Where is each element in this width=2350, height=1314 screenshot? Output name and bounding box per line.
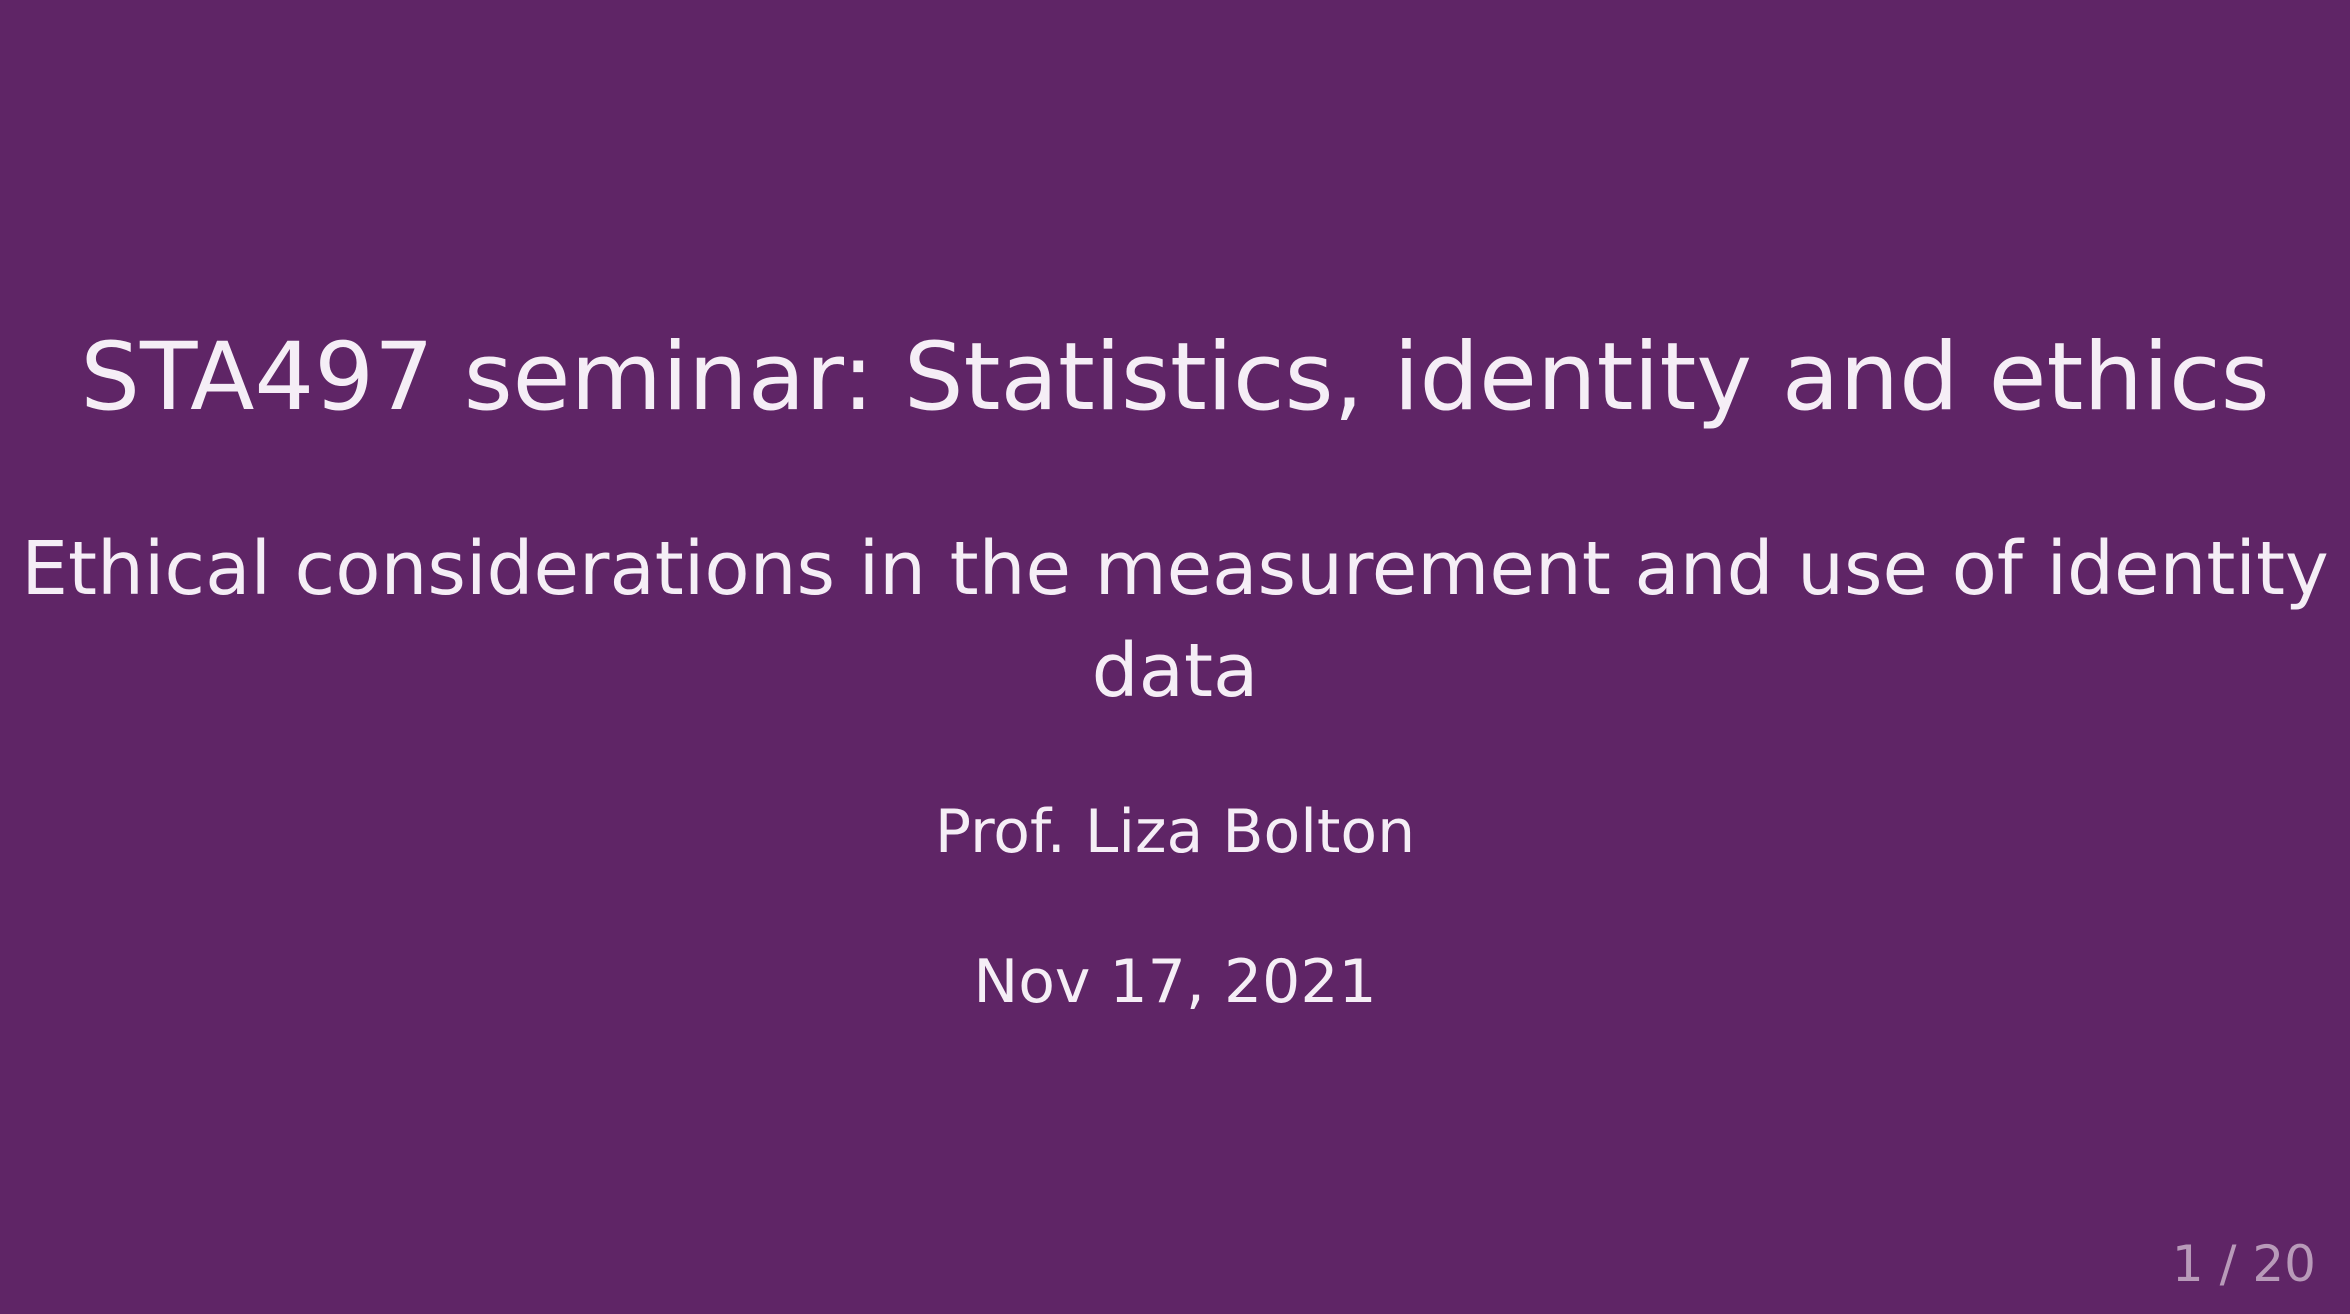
slide-date: Nov 17, 2021 — [973, 947, 1377, 1017]
slide-subtitle: Ethical considerations in the measuremen… — [21, 526, 2329, 714]
slide-author: Prof. Liza Bolton — [934, 797, 1416, 867]
slide-page-number: 1 / 20 — [2171, 1235, 2316, 1293]
slide-title: STA497 seminar: Statistics, identity and… — [80, 323, 2270, 432]
